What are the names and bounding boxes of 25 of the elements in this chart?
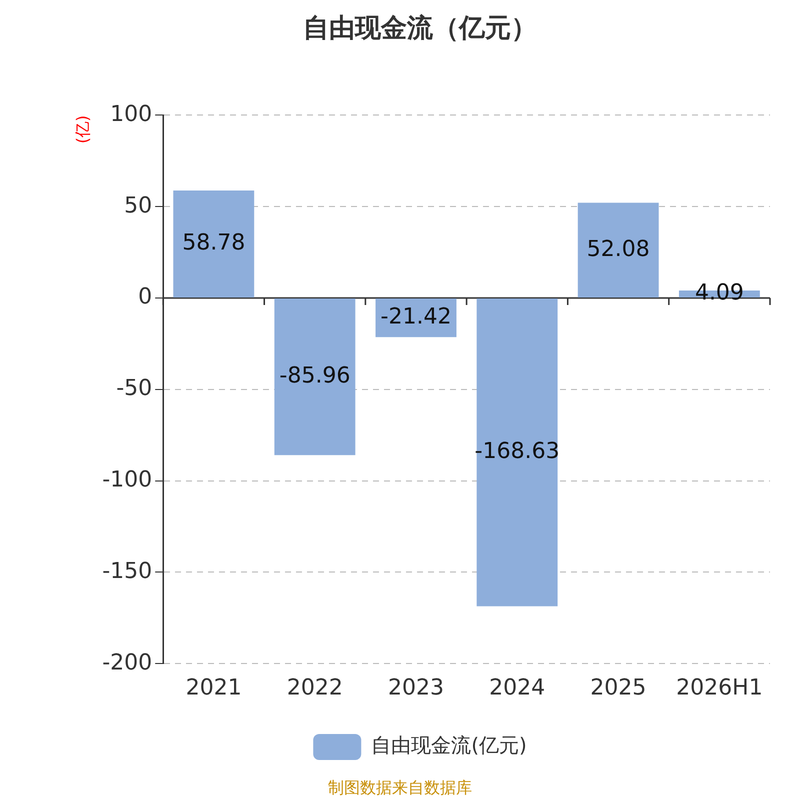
x-tick-label: 2024 bbox=[489, 676, 546, 701]
y-axis-title: (亿) bbox=[72, 115, 92, 144]
data-label: 52.08 bbox=[586, 236, 650, 262]
text: 制图数据来自数据库 bbox=[328, 778, 472, 798]
bar bbox=[274, 298, 356, 456]
y-tick-label: -200 bbox=[102, 650, 152, 676]
chart-title: 自由现金流（亿元） bbox=[303, 13, 537, 44]
y-tick-label: 50 bbox=[124, 193, 152, 218]
bar bbox=[476, 298, 558, 606]
data-label: -85.96 bbox=[279, 364, 350, 389]
data-label: 58.78 bbox=[182, 230, 246, 256]
data-label: -21.42 bbox=[380, 304, 452, 330]
x-tick-label: 2021 bbox=[186, 676, 242, 701]
x-tick-label: 2022 bbox=[286, 676, 343, 701]
x-tick-label: 2023 bbox=[388, 676, 444, 701]
y-tick-label: -150 bbox=[102, 558, 152, 584]
y-tick-label: -50 bbox=[116, 376, 152, 402]
bar bbox=[578, 202, 659, 298]
x-tick-label: 2025 bbox=[590, 676, 646, 701]
y-tick-label: -100 bbox=[102, 468, 152, 493]
y-tick-label: 100 bbox=[110, 102, 152, 127]
bar bbox=[173, 190, 254, 298]
legend-label: 自由现金流(亿元) bbox=[371, 733, 527, 758]
x-tick-label: 2026H1 bbox=[676, 676, 763, 701]
y-tick-label: 0 bbox=[138, 284, 152, 310]
